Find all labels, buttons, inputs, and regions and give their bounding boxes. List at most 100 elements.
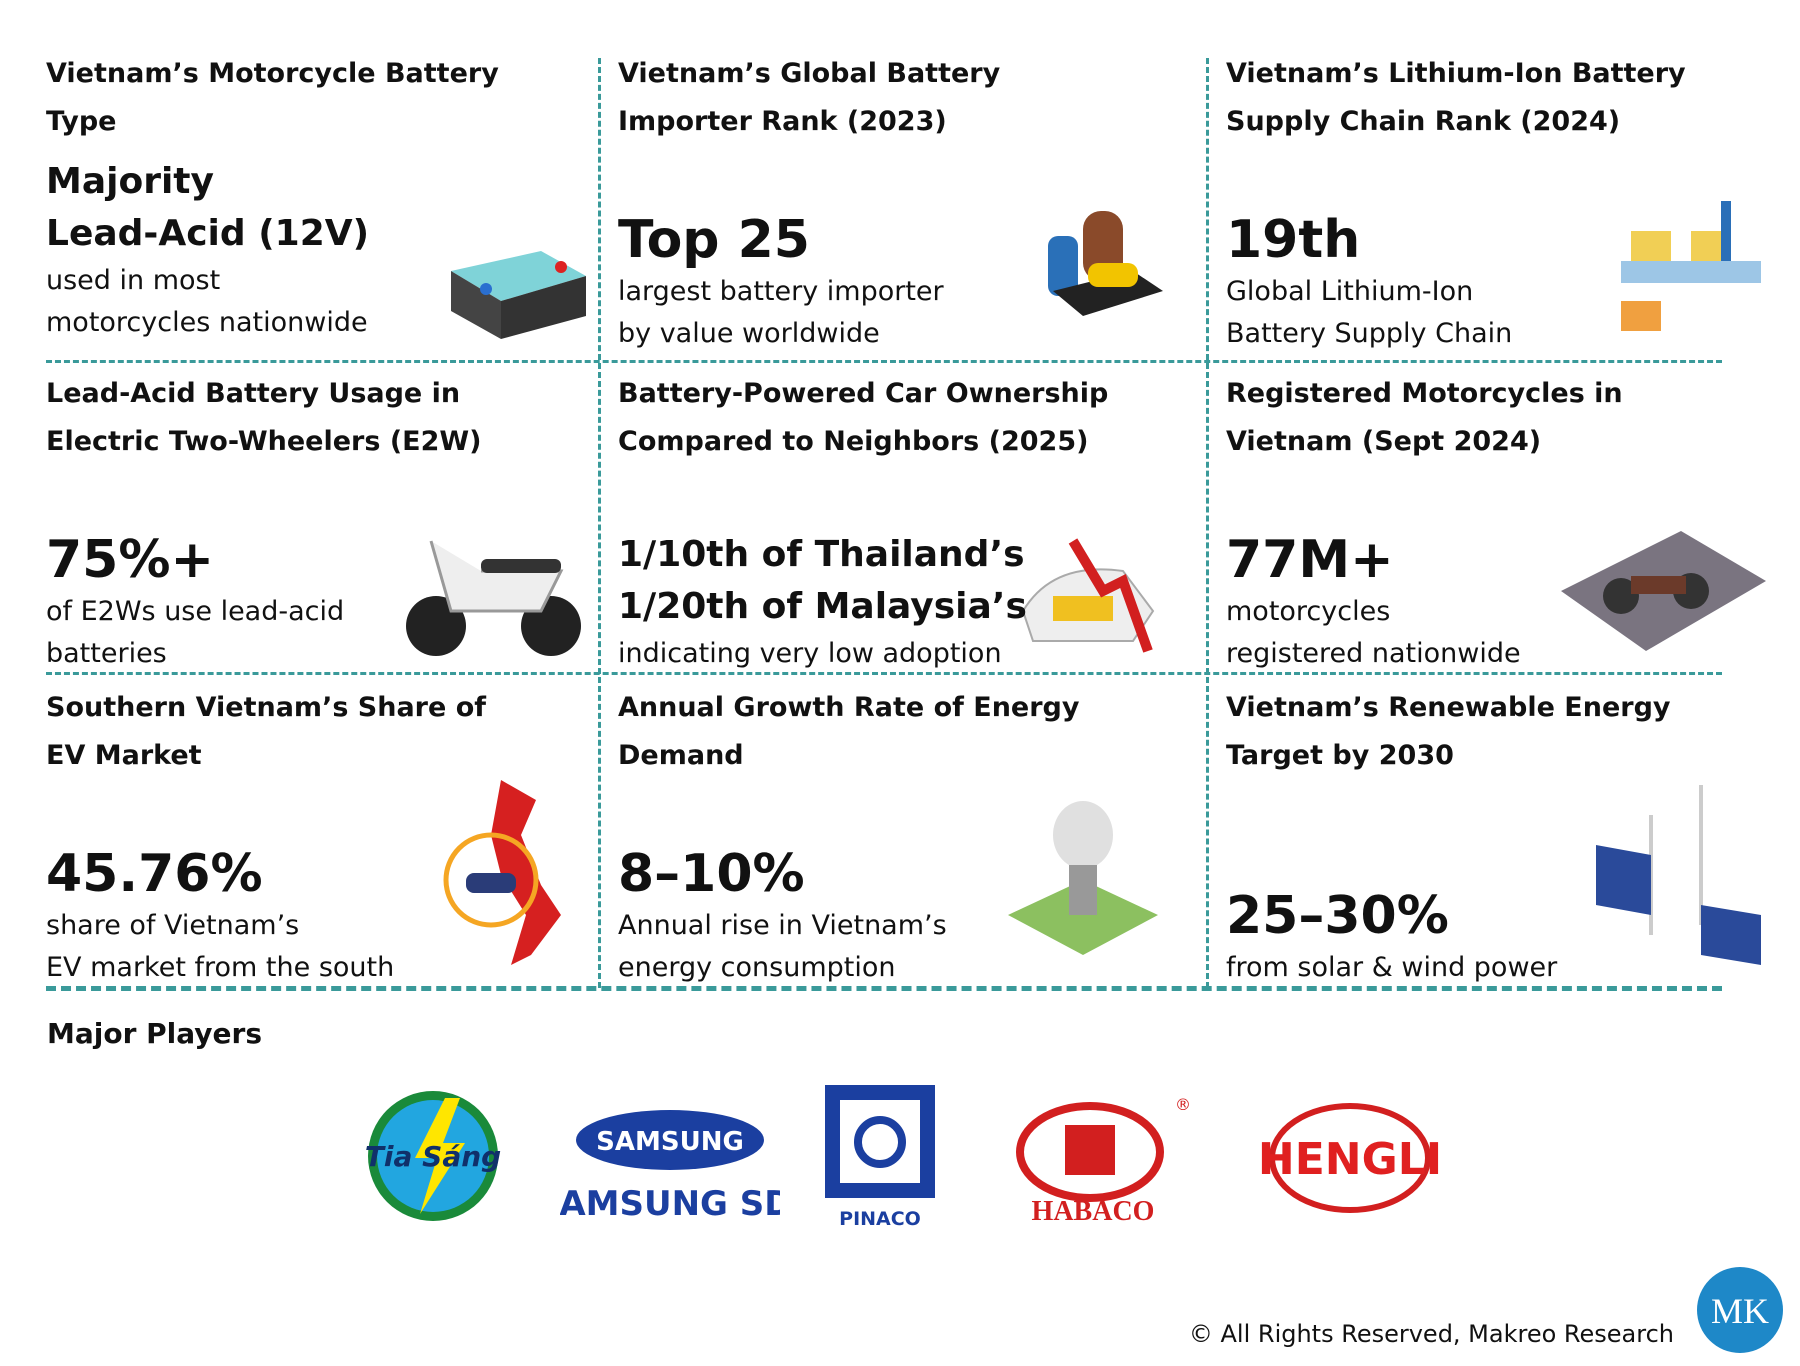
stat-card: Annual Growth Rate of Energy Demand 8–10% A… xyxy=(618,684,1163,989)
divider xyxy=(46,672,1722,675)
brand-logo: MK xyxy=(1697,1267,1783,1353)
illustration xyxy=(1601,191,1771,345)
title-line: Importer Rank (2023) xyxy=(618,106,947,137)
card-title: Annual Growth Rate of Energy Demand xyxy=(618,684,1163,780)
icon-shape xyxy=(1621,201,1761,331)
title-line: Lead-Acid Battery Usage in xyxy=(46,378,461,409)
divider xyxy=(46,986,1722,991)
icon-shape xyxy=(1596,845,1651,915)
description: by value worldwide xyxy=(618,318,880,349)
icon-shape xyxy=(1631,231,1671,261)
icon-shape xyxy=(451,251,586,339)
card-title: Vietnam’s Renewable Energy Target by 2030 xyxy=(1226,684,1771,780)
icon-shape xyxy=(1603,578,1639,614)
card-body: 1/10th of Thailand’s 1/20th of Malaysia’s… xyxy=(618,529,1163,675)
logo-mark: ® xyxy=(1175,1095,1190,1114)
illustration xyxy=(391,531,591,665)
icon-shape xyxy=(555,261,567,273)
logo-text: SAMSUNG SDI xyxy=(560,1184,780,1224)
headline: 25–30% xyxy=(1226,886,1449,946)
description: used in most xyxy=(46,265,221,296)
logo: HENGLI xyxy=(1258,1103,1442,1213)
title-line: Compared to Neighbors (2025) xyxy=(618,426,1089,457)
headline: Majority xyxy=(46,161,214,202)
stat-card: Registered Motorcycles in Vietnam (Sept 2… xyxy=(1226,370,1771,675)
title-line: Vietnam’s Lithium-Ion Battery xyxy=(1226,58,1686,89)
description: registered nationwide xyxy=(1226,638,1521,669)
logo-text: Tia Sáng xyxy=(365,1140,501,1173)
card-title: Lead-Acid Battery Usage in Electric Two-W… xyxy=(46,370,591,466)
icon-shape xyxy=(466,873,516,893)
logo: SAMSUNG SAMSUNG SDI xyxy=(560,1110,780,1224)
illustration xyxy=(441,231,591,345)
divider xyxy=(598,58,601,988)
illustration xyxy=(441,775,591,979)
logo: PINACO xyxy=(825,1085,935,1230)
logo-text: PINACO xyxy=(839,1208,921,1230)
title-line: Electric Two-Wheelers (E2W) xyxy=(46,426,482,457)
description: indicating very low adoption xyxy=(618,638,1002,669)
description: motorcycles xyxy=(1226,596,1391,627)
headline: 1/10th of Thailand’s xyxy=(618,534,1025,575)
icon-shape xyxy=(501,276,586,339)
headline: 19th xyxy=(1226,210,1361,270)
brand-text: MK xyxy=(1711,1291,1769,1331)
icon-shape xyxy=(480,283,492,295)
illustration xyxy=(1003,795,1163,979)
icon-shape xyxy=(1621,301,1661,331)
icon-shape xyxy=(1621,261,1761,283)
icon-shape xyxy=(1068,538,1153,653)
title-line: Target by 2030 xyxy=(1226,740,1454,771)
title-line: Demand xyxy=(618,740,744,771)
card-body: 8–10% Annual rise in Vietnam’s energy cons… xyxy=(618,843,1163,989)
headline: 45.76% xyxy=(46,844,263,904)
title-line: Registered Motorcycles in xyxy=(1226,378,1623,409)
icon-shape xyxy=(1701,905,1761,965)
section-heading: Major Players xyxy=(47,1017,263,1050)
logo-text: HENGLI xyxy=(1258,1134,1442,1185)
card-body: Majority Lead-Acid (12V) used in most motor… xyxy=(46,156,591,344)
description: Battery Supply Chain xyxy=(1226,318,1513,349)
headline: 1/20th of Malaysia’s xyxy=(618,586,1027,627)
description: of E2Ws use lead-acid xyxy=(46,596,345,627)
illustration xyxy=(1551,521,1771,665)
logo: Tia Sáng xyxy=(365,1091,501,1221)
icon-shape xyxy=(1631,576,1686,594)
title-line: EV Market xyxy=(46,740,202,771)
description: from solar & wind power xyxy=(1226,952,1558,983)
stat-card: Vietnam’s Global Battery Importer Rank (2… xyxy=(618,50,1163,355)
divider xyxy=(1206,58,1209,988)
illustration xyxy=(1013,531,1163,665)
description: EV market from the south xyxy=(46,952,395,983)
icon-shape xyxy=(1561,531,1766,651)
icon-shape xyxy=(1048,211,1163,316)
icon-shape xyxy=(1048,236,1078,296)
card-body: 25–30% from solar & wind power xyxy=(1226,885,1771,989)
card-body: 75%+ of E2Ws use lead-acid batteries xyxy=(46,529,591,675)
icon-shape xyxy=(1008,801,1158,955)
title-line: Annual Growth Rate of Energy xyxy=(618,692,1080,723)
icon-shape xyxy=(1053,596,1113,621)
icon-shape xyxy=(443,780,561,965)
title-line: Vietnam’s Motorcycle Battery xyxy=(46,58,499,89)
icon-shape xyxy=(1088,263,1138,287)
stat-card: Vietnam’s Motorcycle Battery Type Majority… xyxy=(46,50,591,355)
description: energy consumption xyxy=(618,952,896,983)
logo: ® HABACO xyxy=(1016,1095,1190,1227)
title-line: Supply Chain Rank (2024) xyxy=(1226,106,1621,137)
icon-shape xyxy=(1596,785,1761,965)
stat-card: Southern Vietnam’s Share of EV Market 45.7… xyxy=(46,684,591,989)
stat-card: Battery-Powered Car Ownership Compared to… xyxy=(618,370,1163,675)
title-line: Southern Vietnam’s Share of xyxy=(46,692,487,723)
title-line: Vietnam’s Global Battery xyxy=(618,58,1001,89)
description: Global Lithium-Ion xyxy=(1226,276,1474,307)
title-line: Type xyxy=(46,106,117,137)
logo-text: HABACO xyxy=(1032,1196,1155,1227)
headline: 77M+ xyxy=(1226,530,1394,590)
card-title: Battery-Powered Car Ownership Compared to… xyxy=(618,370,1163,466)
illustration xyxy=(1591,775,1771,979)
footer: © All Rights Reserved, Makreo Research xyxy=(1188,1320,1674,1348)
logo-text: SAMSUNG xyxy=(596,1127,744,1157)
headline: Lead-Acid (12V) xyxy=(46,213,370,254)
